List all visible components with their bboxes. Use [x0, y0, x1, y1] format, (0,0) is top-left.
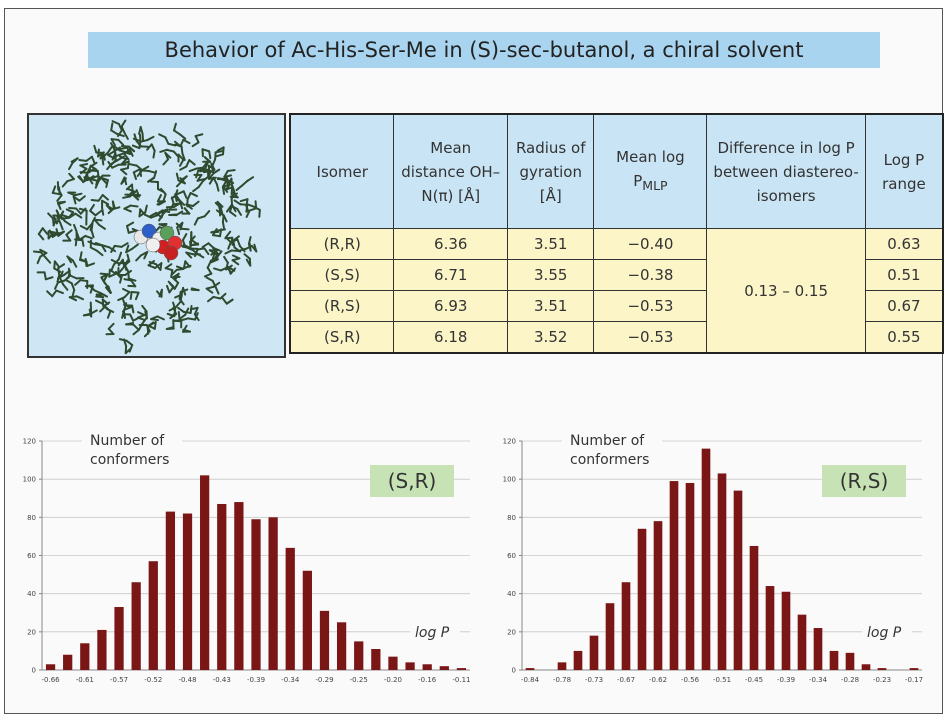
x-axis-label: log P — [867, 625, 902, 641]
bar — [654, 521, 663, 670]
bar — [217, 504, 226, 670]
x-tick-label: -0.48 — [178, 676, 196, 684]
x-tick-label: -0.78 — [553, 676, 571, 684]
bar — [63, 655, 72, 670]
bar — [830, 651, 839, 670]
bar — [750, 546, 759, 670]
bar — [910, 668, 919, 670]
bar — [686, 483, 695, 670]
x-tick-label: -0.45 — [745, 676, 763, 684]
bar — [457, 668, 466, 670]
bar — [558, 662, 567, 670]
bar — [166, 512, 175, 670]
bar — [149, 561, 158, 670]
bar — [234, 502, 243, 670]
y-tick-label: 40 — [507, 590, 516, 598]
x-tick-label: -0.57 — [110, 676, 128, 684]
bar — [862, 664, 871, 670]
x-tick-label: -0.16 — [418, 676, 437, 684]
y-axis-label: conformers — [570, 452, 649, 468]
bar — [268, 517, 277, 670]
bar — [702, 449, 711, 670]
y-tick-label: 20 — [27, 628, 36, 636]
x-tick-label: -0.34 — [809, 676, 828, 684]
bar — [183, 514, 192, 670]
x-axis-label: log P — [415, 625, 450, 641]
bar — [590, 636, 599, 670]
bar — [718, 473, 727, 670]
x-tick-label: -0.25 — [350, 676, 368, 684]
x-tick-label: -0.29 — [315, 676, 333, 684]
page: {"title": "Behavior of Ac-His-Ser-Me in … — [0, 0, 949, 720]
x-tick-label: -0.73 — [585, 676, 603, 684]
bar — [766, 586, 775, 670]
bar — [320, 611, 329, 670]
x-tick-label: -0.39 — [247, 676, 265, 684]
x-tick-label: -0.66 — [41, 676, 60, 684]
bar — [46, 664, 55, 670]
bar — [878, 668, 887, 670]
x-tick-label: -0.56 — [681, 676, 700, 684]
x-tick-label: -0.43 — [213, 676, 231, 684]
y-tick-label: 60 — [27, 552, 36, 560]
x-tick-label: -0.17 — [905, 676, 923, 684]
bar — [114, 607, 123, 670]
bar — [638, 529, 647, 670]
bar — [782, 592, 791, 670]
bar — [846, 653, 855, 670]
bar — [251, 519, 260, 670]
bar — [80, 643, 89, 670]
x-tick-label: -0.62 — [649, 676, 667, 684]
y-tick-label: 100 — [23, 476, 36, 484]
y-tick-label: 40 — [27, 590, 36, 598]
y-tick-label: 100 — [503, 476, 516, 484]
x-tick-label: -0.34 — [281, 676, 300, 684]
bar — [388, 657, 397, 670]
x-tick-label: -0.52 — [144, 676, 162, 684]
bar — [371, 649, 380, 670]
bar — [670, 481, 679, 670]
y-tick-label: 20 — [507, 628, 516, 636]
x-tick-label: -0.28 — [841, 676, 859, 684]
x-tick-label: -0.20 — [384, 676, 402, 684]
bar — [423, 664, 432, 670]
y-axis-label: Number of — [570, 433, 645, 449]
bar — [200, 475, 209, 670]
bar — [354, 641, 363, 670]
x-tick-label: -0.51 — [713, 676, 731, 684]
bar — [606, 603, 615, 670]
y-tick-label: 0 — [32, 667, 36, 675]
y-axis-label: Number of — [90, 433, 165, 449]
y-tick-label: 80 — [27, 514, 36, 522]
x-tick-label: -0.61 — [76, 676, 94, 684]
y-axis-label: conformers — [90, 452, 169, 468]
bar — [814, 628, 823, 670]
x-tick-label: -0.11 — [452, 676, 470, 684]
x-tick-label: -0.84 — [521, 676, 540, 684]
bar — [405, 662, 414, 670]
bar — [734, 491, 743, 670]
isomer-label: (R,S) — [840, 469, 889, 493]
y-tick-label: 120 — [23, 438, 36, 446]
bar — [622, 582, 631, 670]
y-tick-label: 120 — [503, 438, 516, 446]
bar — [337, 622, 346, 670]
charts: 0 20 40 60 80 100 120 -0.66 -0.61 -0.57 -0.52 -0.48… — [0, 0, 949, 720]
bar — [132, 582, 141, 670]
x-tick-label: -0.39 — [777, 676, 795, 684]
bar — [526, 668, 535, 670]
bar — [798, 615, 807, 670]
isomer-label: (S,R) — [388, 469, 437, 493]
bar — [440, 666, 449, 670]
y-tick-label: 60 — [507, 552, 516, 560]
y-tick-label: 80 — [507, 514, 516, 522]
bar — [574, 651, 583, 670]
bar — [97, 630, 106, 670]
x-tick-label: -0.67 — [617, 676, 635, 684]
x-tick-label: -0.23 — [873, 676, 891, 684]
bar — [303, 571, 312, 670]
bar — [286, 548, 295, 670]
y-tick-label: 0 — [512, 667, 516, 675]
